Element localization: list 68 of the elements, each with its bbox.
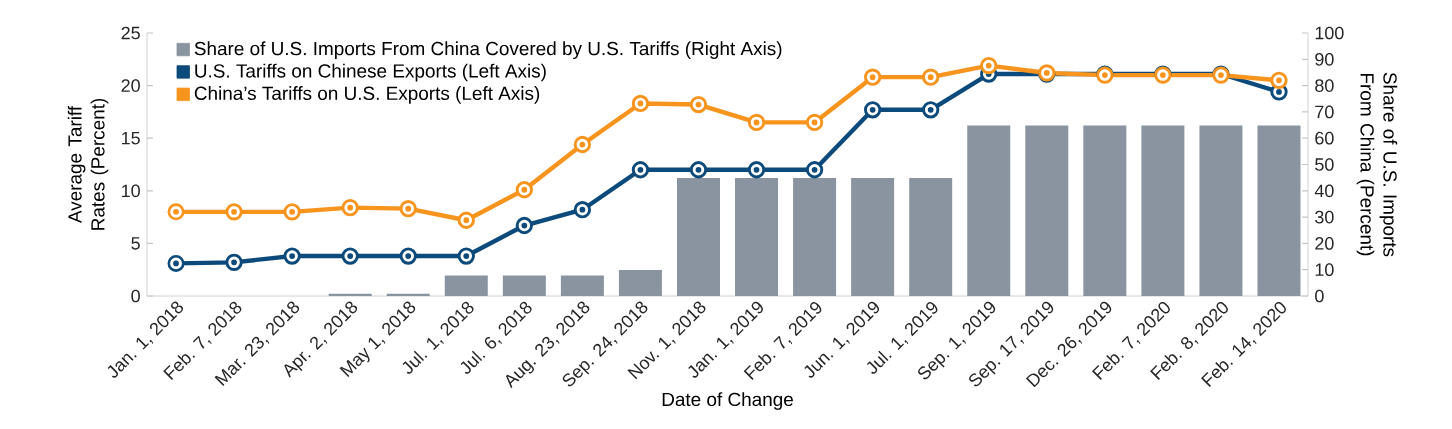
y-tick-label: 0: [131, 289, 140, 303]
point: [167, 254, 185, 272]
bar: [1083, 125, 1127, 296]
point: [863, 101, 882, 119]
y2-tick-label: 40: [1314, 184, 1334, 198]
point: [689, 95, 708, 114]
bar: [618, 269, 662, 296]
bar: [560, 275, 604, 296]
y2-tick-label: 70: [1315, 105, 1334, 119]
point: [515, 216, 533, 235]
bar: [967, 125, 1011, 296]
legend-label: Share of U.S. Imports From China Covered by U.S. Tariffs (Right Axis): [194, 41, 782, 60]
point: [457, 247, 475, 265]
bar: [502, 275, 546, 296]
point: [573, 201, 592, 219]
point: [863, 68, 882, 86]
bar: [1257, 125, 1301, 296]
point: [283, 247, 301, 265]
y-tick-label: 25: [121, 26, 140, 40]
point: [922, 101, 940, 119]
legend-label: China’s Tariffs on U.S. Exports (Left Axis): [194, 86, 540, 104]
y2-tick-label: 80: [1315, 79, 1334, 92]
bar: [676, 177, 720, 296]
y-tick-label: 20: [121, 79, 140, 92]
y2-tick-label: 100: [1315, 26, 1344, 40]
point: [515, 181, 533, 199]
point: [980, 56, 998, 75]
y2-axis-title: Share of U.S. Imports From China (Percent): [1356, 72, 1398, 257]
point: [457, 211, 475, 229]
point: [922, 68, 940, 86]
y2-tick-label: 90: [1315, 52, 1334, 66]
point: [341, 247, 359, 265]
bar: [1141, 125, 1185, 296]
y2-tick-label: 10: [1315, 263, 1334, 277]
legend-label: U.S. Tariffs on Chinese Exports (Left Axis): [195, 63, 546, 82]
point: [747, 161, 766, 179]
point: [399, 200, 417, 218]
point: [747, 113, 766, 132]
point: [283, 203, 301, 221]
y2-tick-label: 20: [1315, 237, 1334, 250]
bar: [909, 177, 953, 296]
y2-tick-label: 50: [1315, 158, 1334, 171]
point: [341, 198, 359, 217]
bar: [793, 177, 837, 296]
point: [225, 203, 243, 221]
point: [225, 253, 243, 271]
y2-tick-label: 0: [1315, 289, 1324, 303]
x-axis-title: Date of Change: [662, 392, 793, 410]
point: [167, 203, 185, 221]
y-tick-label: 10: [122, 184, 140, 198]
point: [573, 135, 592, 154]
y-tick-label: 5: [131, 237, 140, 250]
bar: [851, 177, 895, 296]
point: [631, 161, 650, 179]
y-tick-label: 15: [122, 131, 140, 145]
point: [399, 247, 417, 265]
bar: [1025, 125, 1069, 296]
point: [805, 113, 824, 132]
y2-tick-label: 30: [1315, 210, 1334, 224]
point: [689, 161, 708, 179]
point: [805, 161, 824, 179]
bar: [444, 275, 488, 296]
point: [1270, 71, 1288, 89]
y-axis-title: Average Tariff Rates (Percent): [67, 98, 109, 230]
bar: [735, 177, 779, 296]
point: [631, 94, 650, 113]
y2-tick-label: 60: [1315, 131, 1334, 145]
bar: [1199, 125, 1243, 296]
